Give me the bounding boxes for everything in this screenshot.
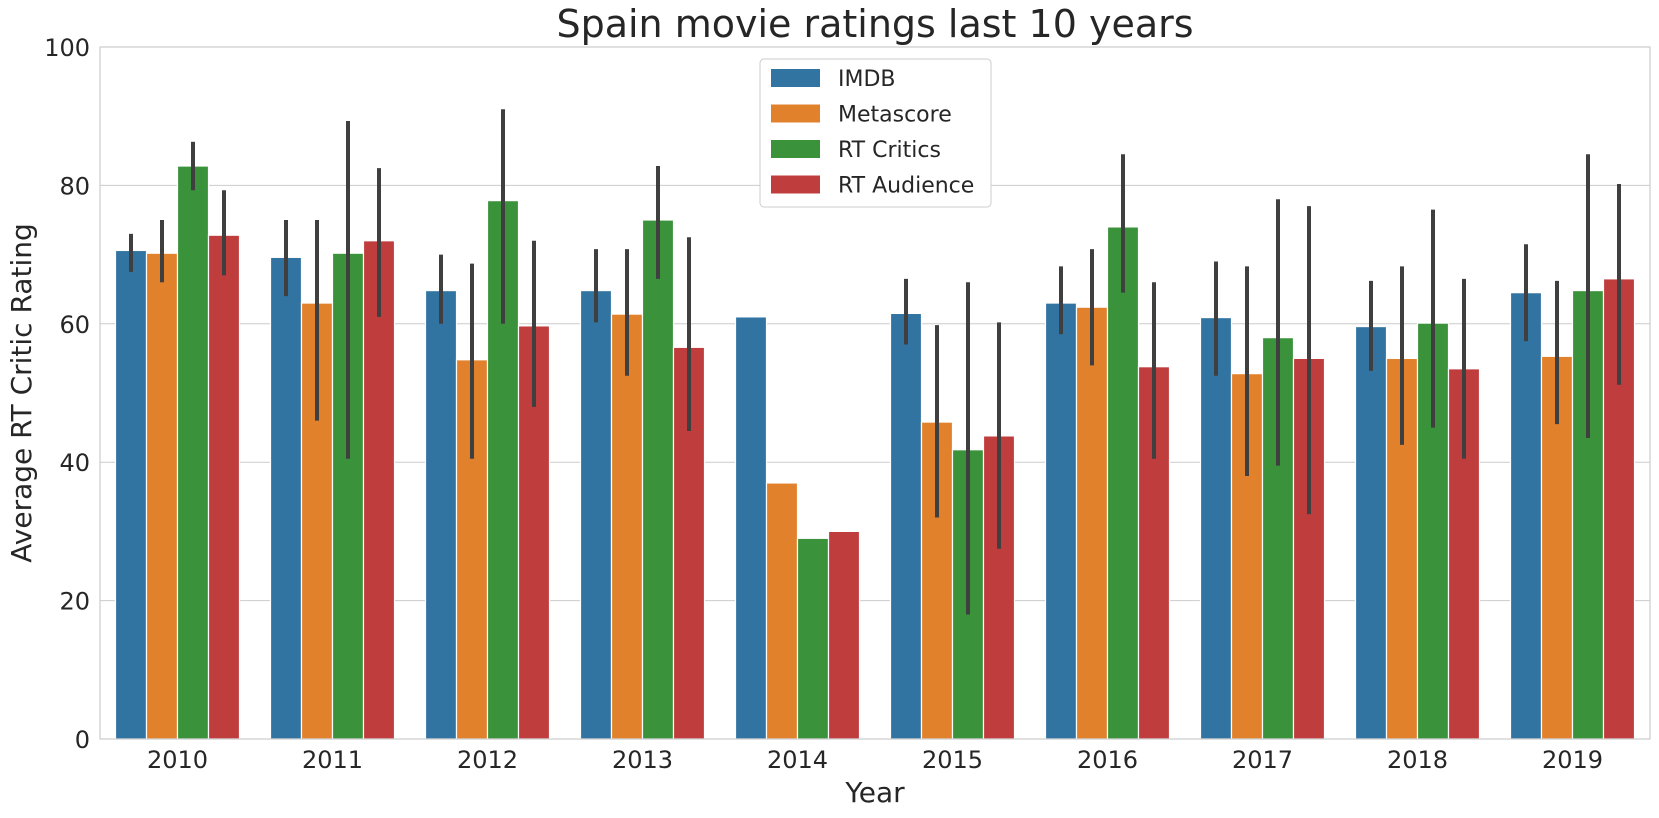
y-axis-label: Average RT Critic Rating (5, 223, 38, 562)
y-tick-labels: 0 20 40 60 80 100 (44, 34, 90, 754)
bar-metascore-2014 (765, 482, 799, 740)
legend-label: RT Critics (838, 138, 941, 163)
x-tick-label: 2012 (457, 746, 518, 774)
y-tick-label: 80 (59, 172, 90, 200)
x-tick-label: 2014 (767, 746, 828, 774)
y-tick-label: 100 (44, 34, 90, 62)
y-tick-label: 20 (59, 588, 90, 616)
legend-swatch (771, 140, 820, 158)
legend-swatch (771, 69, 820, 87)
bar-imdb-2012 (424, 289, 458, 740)
x-tick-label: 2017 (1232, 746, 1293, 774)
x-tick-label: 2013 (612, 746, 673, 774)
bars (114, 165, 1636, 740)
bar-rt-critics-2013 (641, 219, 675, 740)
x-tick-labels: 2010 2011 2012 2013 2014 2015 2016 2017 2018 2019 (147, 746, 1603, 774)
bar-imdb-2013 (579, 289, 613, 740)
legend-label: RT Audience (838, 174, 974, 199)
y-tick-label: 40 (59, 449, 90, 477)
x-tick-label: 2010 (147, 746, 208, 774)
bar-imdb-2011 (269, 256, 303, 740)
y-tick-label: 0 (75, 726, 90, 754)
bar-rt-audience-2014 (827, 530, 861, 740)
bar-metascore-2013 (610, 313, 644, 740)
error-bars (129, 109, 1621, 615)
legend: IMDB Metascore RT Critics RT Audience (759, 58, 992, 208)
legend-frame (759, 58, 992, 208)
legend-swatch (771, 104, 820, 123)
bar-imdb-2016 (1044, 302, 1078, 740)
x-tick-label: 2018 (1387, 746, 1448, 774)
legend-label: Metascore (838, 103, 952, 128)
bar-imdb-2018 (1354, 325, 1388, 740)
bar-imdb-2010 (114, 249, 148, 740)
bar-metascore-2016 (1075, 306, 1109, 740)
plot-frame (99, 46, 1651, 740)
x-tick-label: 2015 (922, 746, 983, 774)
bar-rt-critics-2016 (1106, 226, 1140, 740)
bar-imdb-2015 (889, 312, 923, 740)
bar-rt-critics-2014 (796, 537, 830, 740)
bar-metascore-2010 (145, 252, 179, 740)
bar-imdb-2019 (1509, 292, 1543, 740)
bar-imdb-2017 (1199, 316, 1233, 740)
x-tick-label: 2019 (1542, 746, 1603, 774)
legend-label: IMDB (838, 67, 896, 92)
bar-rt-audience-2010 (207, 234, 241, 740)
y-tick-label: 60 (59, 311, 90, 339)
x-tick-label: 2016 (1077, 746, 1138, 774)
bar-imdb-2014 (734, 316, 768, 740)
legend-swatch (771, 175, 820, 194)
x-axis-label: Year (844, 776, 905, 809)
chart-title: Spain movie ratings last 10 years (556, 2, 1193, 46)
bar-rt-critics-2010 (176, 165, 210, 740)
x-tick-label: 2011 (302, 746, 363, 774)
